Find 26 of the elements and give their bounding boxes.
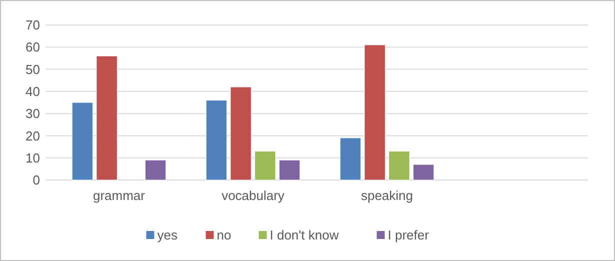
bar — [254, 150, 276, 180]
y-tick-label: 50 — [26, 62, 40, 77]
y-tick-label: 10 — [26, 150, 40, 166]
bar — [412, 164, 434, 180]
legend-label: I don't know — [270, 228, 340, 243]
bar — [96, 56, 118, 180]
bar — [230, 86, 252, 180]
y-tick-label: 70 — [26, 18, 40, 33]
legend-label: yes — [157, 228, 178, 243]
bar — [144, 160, 166, 180]
y-tick-label: 30 — [26, 106, 40, 122]
bar — [278, 160, 300, 180]
bar — [340, 138, 362, 180]
legend-label: no — [216, 228, 232, 243]
y-tick-label: 60 — [26, 40, 40, 55]
bar — [388, 150, 410, 180]
y-tick-label: 40 — [26, 84, 40, 99]
x-tick-label: vocabulary — [222, 188, 285, 203]
bar — [364, 44, 386, 180]
x-tick-label: grammar — [92, 188, 146, 203]
y-tick-label: 20 — [26, 128, 40, 144]
legend-label: I prefer — [388, 228, 430, 243]
bar — [72, 102, 94, 180]
y-tick-label: 0 — [32, 172, 40, 188]
x-tick-label: speaking — [360, 188, 414, 203]
bar — [206, 100, 228, 180]
